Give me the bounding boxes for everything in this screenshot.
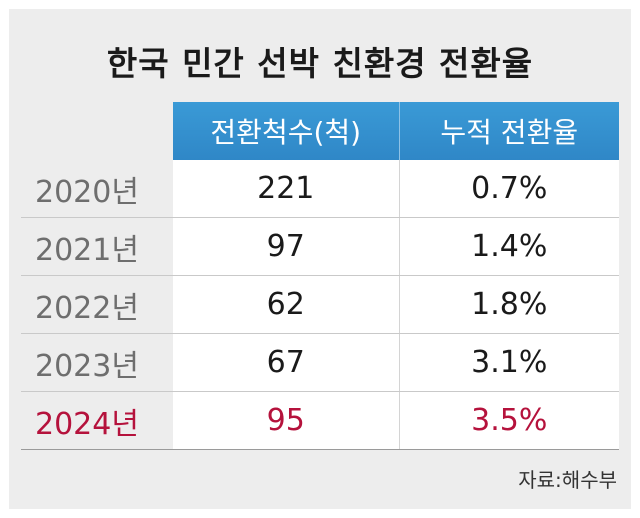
row-year: 2023년	[21, 333, 173, 392]
table-row-highlighted: 2024년 95 3.5%	[21, 391, 619, 450]
header-corner	[21, 102, 173, 160]
row-ships-value: 221	[173, 160, 400, 218]
table-row: 2022년 62 1.8%	[21, 275, 619, 334]
infographic-card: 한국 민간 선박 친환경 전환율 전환척수(척) 누적 전환율 2020년 22…	[9, 9, 631, 509]
header-row: 전환척수(척) 누적 전환율	[21, 102, 619, 160]
chart-title: 한국 민간 선박 친환경 전환율	[106, 44, 534, 83]
table-row: 2020년 221 0.7%	[21, 160, 619, 218]
row-year: 2022년	[21, 275, 173, 334]
source-note: 자료:해수부	[518, 468, 617, 492]
row-ships-value: 97	[173, 217, 400, 276]
row-ships-value: 67	[173, 333, 400, 392]
header-ships: 전환척수(척)	[173, 102, 400, 160]
row-rate-value: 3.5%	[399, 391, 619, 450]
data-table: 전환척수(척) 누적 전환율 2020년 221 0.7% 2021년 97 1…	[21, 102, 619, 450]
row-rate-value: 0.7%	[399, 160, 619, 218]
table-row: 2023년 67 3.1%	[21, 333, 619, 392]
row-year: 2021년	[21, 217, 173, 276]
row-rate-value: 3.1%	[399, 333, 619, 392]
row-ships-value: 62	[173, 275, 400, 334]
row-rate-value: 1.8%	[399, 275, 619, 334]
row-rate-value: 1.4%	[399, 217, 619, 276]
table-row: 2021년 97 1.4%	[21, 217, 619, 276]
row-ships-value: 95	[173, 391, 400, 450]
row-year: 2024년	[21, 391, 173, 450]
header-rate: 누적 전환율	[399, 102, 619, 160]
row-year: 2020년	[21, 160, 173, 218]
